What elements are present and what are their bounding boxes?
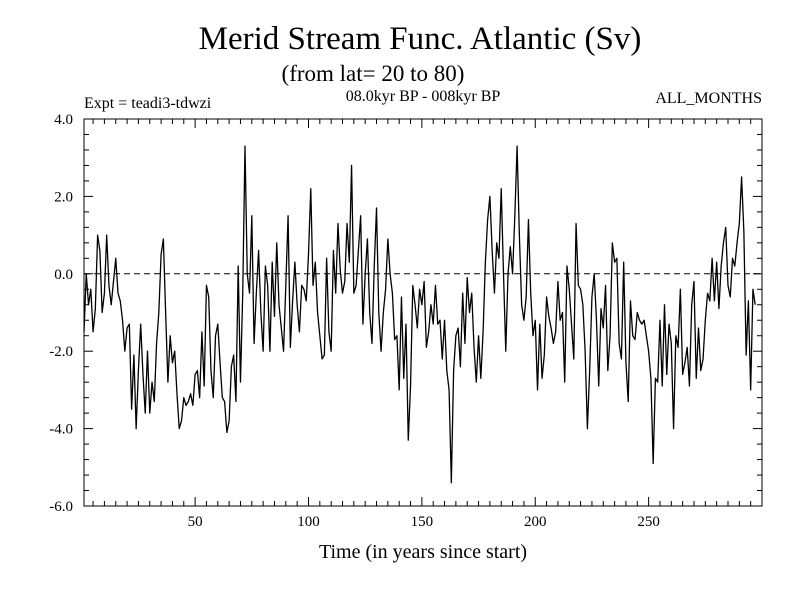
months-label: ALL_MONTHS <box>655 90 762 107</box>
y-tick-label: -6.0 <box>49 499 73 515</box>
plot-frame <box>83 118 763 507</box>
x-tick-label: 200 <box>524 514 547 530</box>
x-tick-label: 50 <box>188 514 203 530</box>
chart-title: Merid Stream Func. Atlantic (Sv) <box>199 21 642 57</box>
x-tick-label: 150 <box>411 514 434 530</box>
y-tick-label: 4.0 <box>54 112 73 128</box>
x-axis-label: Time (in years since start) <box>319 541 527 563</box>
period-label: 08.0kyr BP - 008kyr BP <box>346 88 501 105</box>
x-tick-label: 250 <box>637 514 660 530</box>
plot-area: 50 100 150 200 250 -6.0 -4.0 -2.0 0.0 2.0 4.0 <box>49 112 763 530</box>
y-tick-label: -2.0 <box>49 344 73 360</box>
y-tick-label: 0.0 <box>54 267 73 283</box>
y-tick-label: -4.0 <box>49 422 73 438</box>
y-tick-label: 2.0 <box>54 189 73 205</box>
chart-subtitle: (from lat= 20 to 80) <box>282 61 465 86</box>
data-series-line <box>83 145 756 484</box>
experiment-label: Expt = teadi3-tdwzi <box>84 95 212 112</box>
x-tick-label: 100 <box>297 514 320 530</box>
